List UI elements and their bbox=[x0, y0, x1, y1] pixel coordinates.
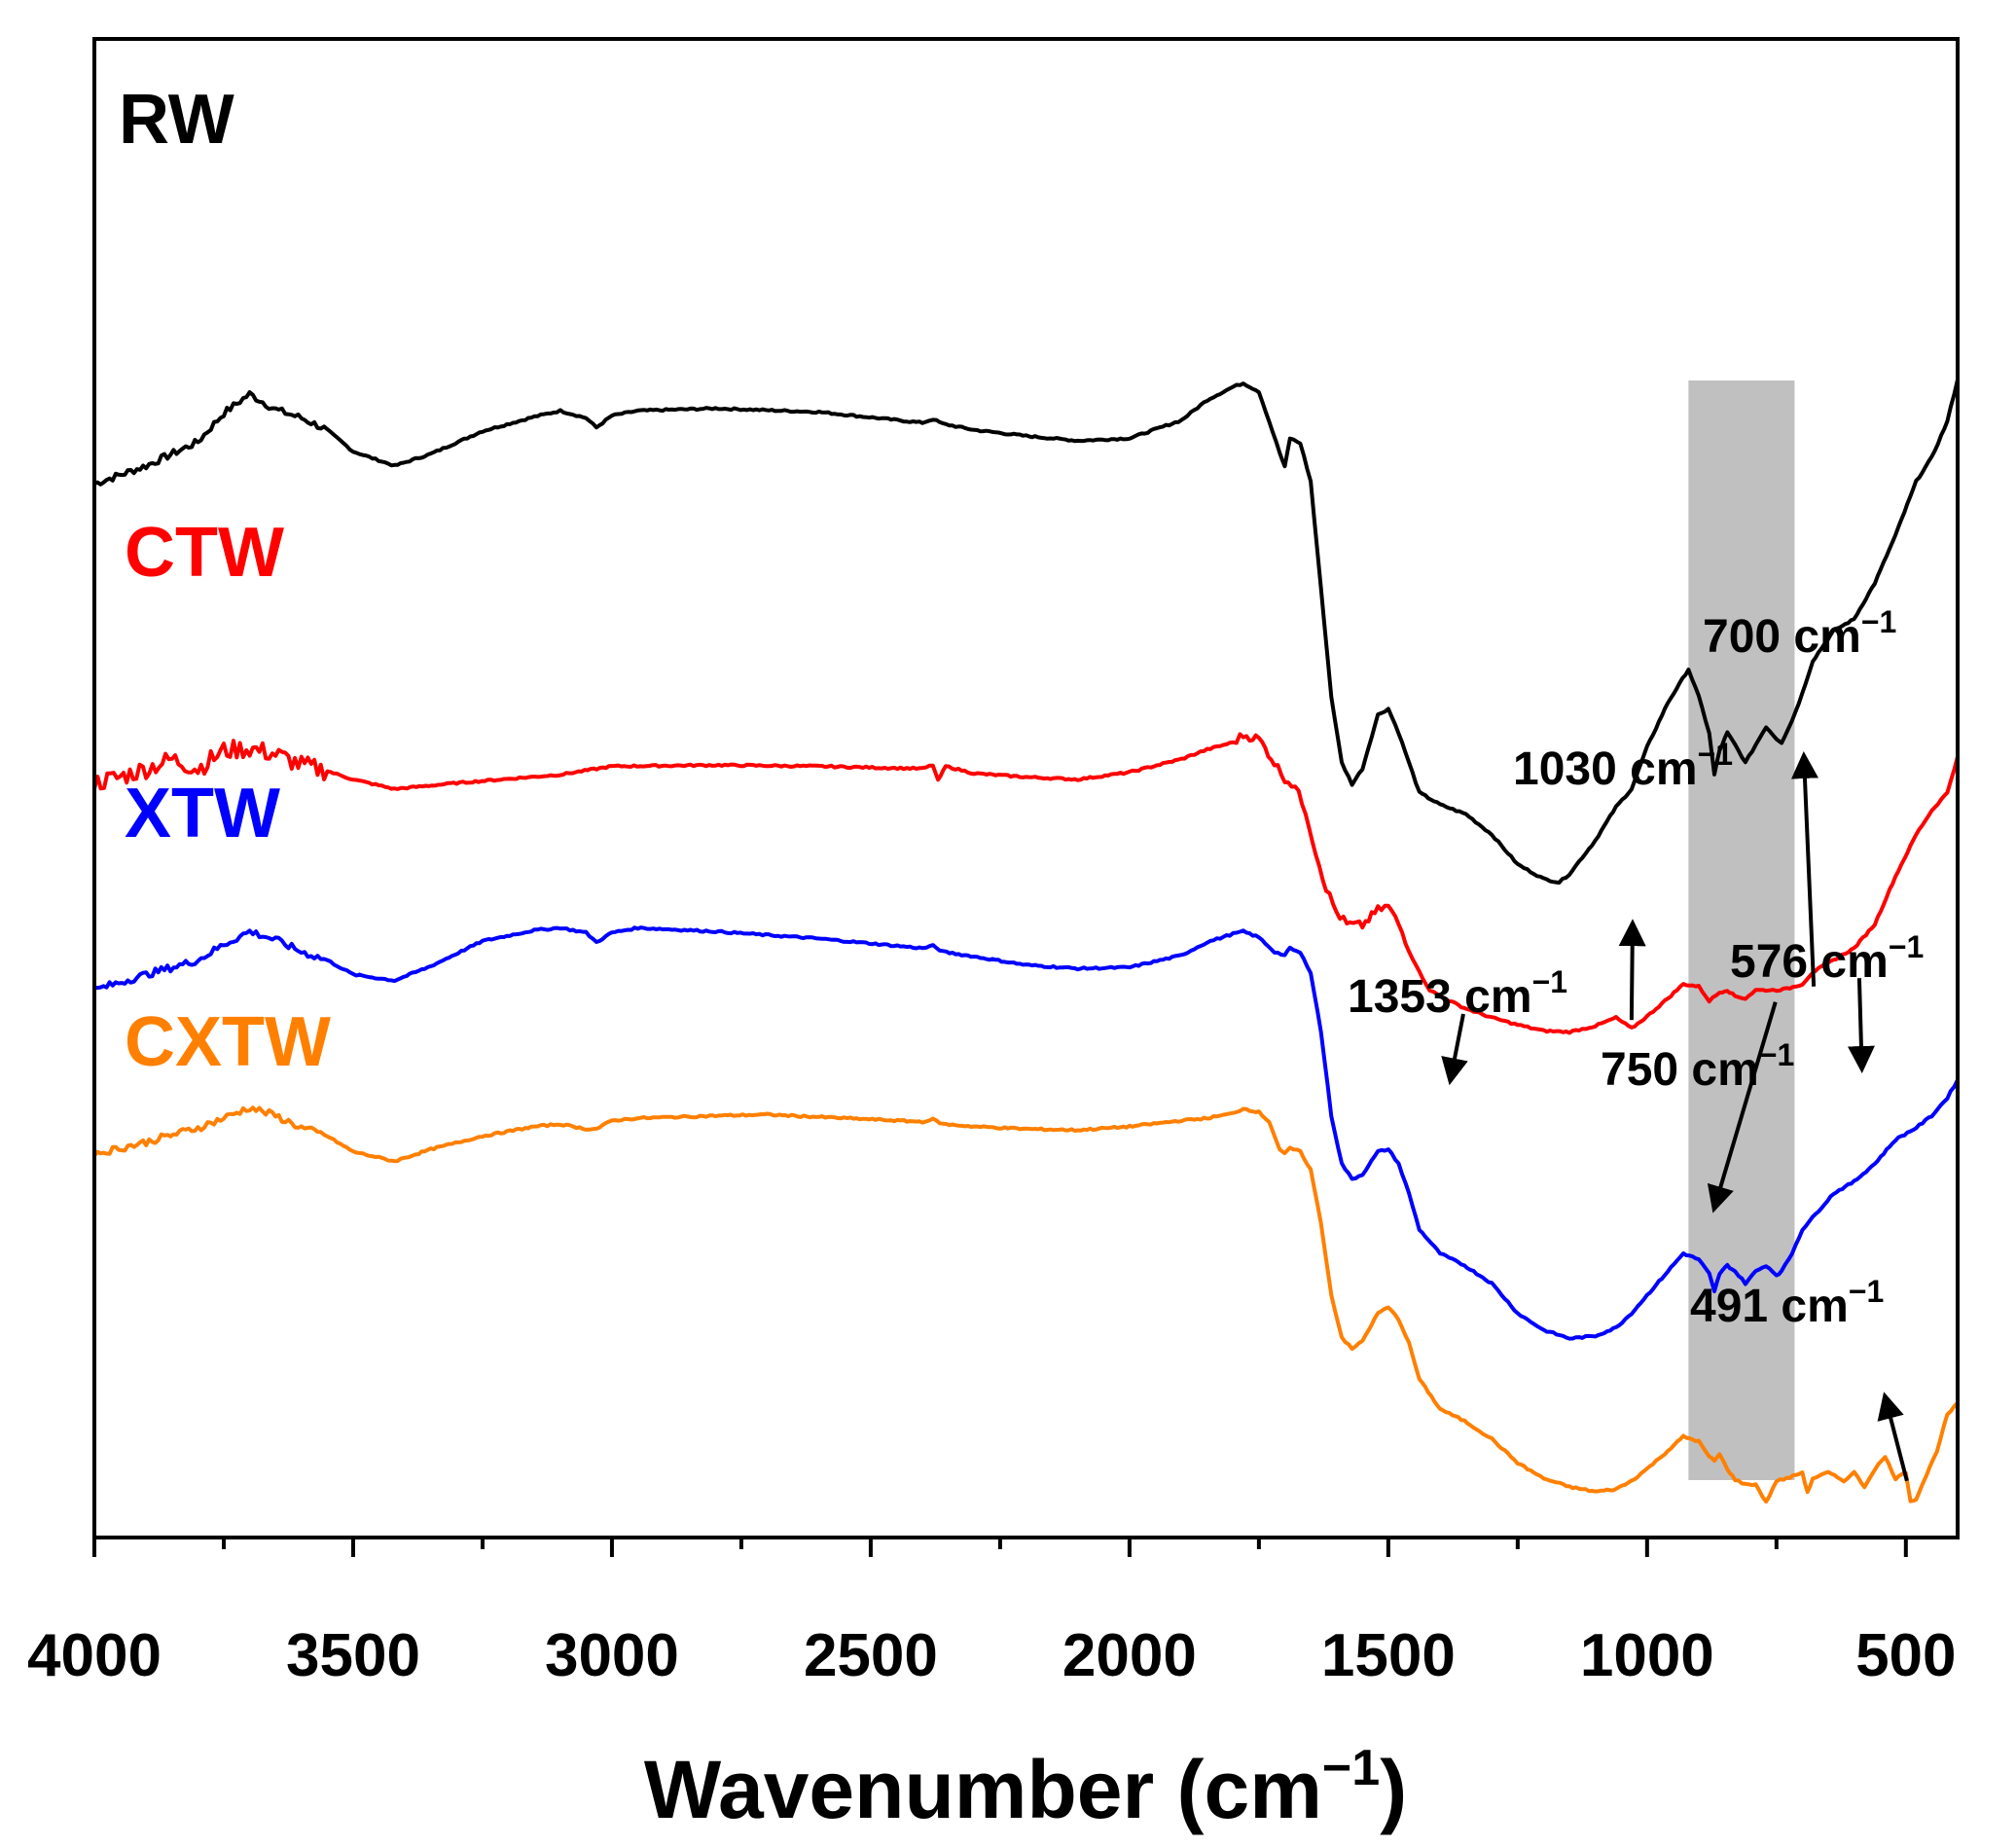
x-tick-label: 2500 bbox=[804, 1622, 938, 1689]
annotation-arrow bbox=[1877, 1392, 1909, 1482]
annotation-arrow bbox=[1790, 751, 1818, 987]
annotation-label: 1030 cm−1 bbox=[1513, 737, 1733, 795]
x-tick-label: 2000 bbox=[1062, 1622, 1197, 1689]
series-line-ctw bbox=[92, 732, 1960, 1035]
x-tick-label: 4000 bbox=[27, 1622, 162, 1689]
annotation-arrow bbox=[1847, 978, 1875, 1073]
annotation-arrow bbox=[1441, 1013, 1468, 1086]
series-line-rw bbox=[93, 379, 1960, 886]
x-tick-label: 1500 bbox=[1321, 1622, 1456, 1689]
annotation-arrow bbox=[1618, 919, 1646, 1021]
series-label-rw: RW bbox=[119, 81, 234, 159]
x-tick-label: 3000 bbox=[545, 1622, 679, 1689]
highlight-band bbox=[1688, 380, 1795, 1480]
annotation-label: 700 cm−1 bbox=[1703, 604, 1896, 663]
annotation-label: 1353 cm−1 bbox=[1348, 964, 1567, 1023]
annotation-label: 491 cm−1 bbox=[1690, 1274, 1884, 1332]
series-label-cxtw: CXTW bbox=[125, 1003, 331, 1081]
x-tick-label: 500 bbox=[1855, 1622, 1956, 1689]
annotation-label: 750 cm−1 bbox=[1601, 1037, 1794, 1096]
annotation-arrow bbox=[1707, 1001, 1778, 1213]
series-line-xtw bbox=[93, 925, 1960, 1341]
annotation-label: 576 cm−1 bbox=[1730, 929, 1924, 988]
plot-frame bbox=[92, 37, 1960, 1539]
x-tick-label: 1000 bbox=[1580, 1622, 1714, 1689]
series-label-ctw: CTW bbox=[125, 514, 284, 592]
x-tick-label: 3500 bbox=[286, 1622, 420, 1689]
series-line-cxtw bbox=[92, 1105, 1960, 1504]
x-axis-title: Wavenumber (cm−1) bbox=[644, 1740, 1407, 1835]
series-label-xtw: XTW bbox=[125, 775, 280, 852]
